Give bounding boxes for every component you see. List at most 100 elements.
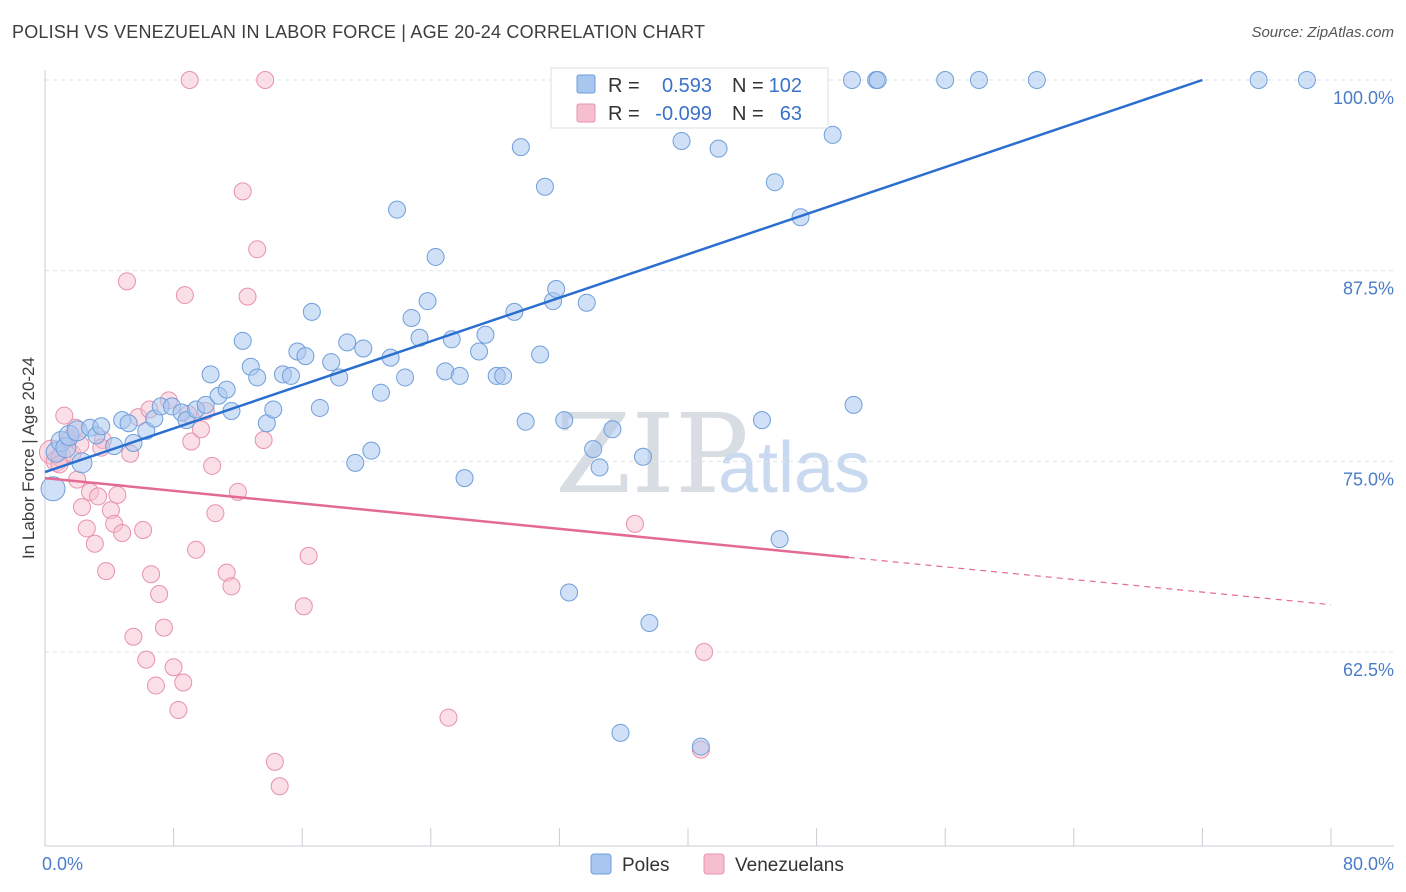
legend-ven-r-label: R = <box>608 103 640 125</box>
poles-point-63 <box>535 177 554 196</box>
poles-point-92 <box>823 125 842 144</box>
poles-point-43 <box>371 383 390 402</box>
poles-point-79 <box>672 132 691 151</box>
venezuelans-point-33 <box>182 432 201 451</box>
venezuelans-point-16 <box>108 485 127 504</box>
y-axis-label: In Labor Force | Age 20-24 <box>19 357 38 559</box>
poles-point-96 <box>868 71 887 89</box>
venezuelans-point-43 <box>238 287 257 306</box>
poles-point-0 <box>40 476 66 502</box>
poles-point-65 <box>547 279 566 298</box>
y-tick-label-3: 100.0% <box>1333 88 1394 108</box>
poles-point-58 <box>494 366 513 385</box>
x-tick-label-max: 80.0% <box>1343 854 1394 874</box>
source-label: Source: ZipAtlas.com <box>1251 24 1394 41</box>
venezuelans-point-53 <box>439 708 458 727</box>
poles-point-54 <box>455 469 474 488</box>
poles-point-100 <box>1249 71 1268 89</box>
poles-point-86 <box>752 411 771 430</box>
poles-point-22 <box>201 365 220 384</box>
poles-point-30 <box>264 400 283 419</box>
y-tick-label-0: 62.5% <box>1343 660 1394 680</box>
venezuelans-point-56 <box>695 643 714 661</box>
venezuelans-point-51 <box>175 286 194 305</box>
venezuelans-point-37 <box>203 456 222 475</box>
chart-title: POLISH VS VENEZUELAN IN LABOR FORCE | AG… <box>12 22 706 42</box>
venezuelans-point-26 <box>150 585 169 604</box>
poles-point-26 <box>233 331 252 350</box>
poles-point-72 <box>611 723 630 742</box>
venezuelans-point-25 <box>146 676 165 695</box>
venezuelans-point-29 <box>164 658 183 677</box>
watermark-atlas: atlas <box>718 428 870 508</box>
poles-point-39 <box>338 333 357 352</box>
poles-point-93 <box>842 71 861 89</box>
venezuelans-point-11 <box>89 487 108 506</box>
venezuelans-point-17 <box>113 524 132 543</box>
venezuelans-point-47 <box>265 752 284 771</box>
venezuelans-trend-line <box>44 476 849 559</box>
poles-point-34 <box>296 347 315 366</box>
poles-point-9 <box>92 417 111 436</box>
legend-ven-r-value: -0.099 <box>655 103 712 125</box>
legend-box: R = 0.593 N = 102 R = -0.099 N = 63 <box>550 67 829 129</box>
venezuelans-point-49 <box>294 597 313 616</box>
poles-point-37 <box>322 353 341 372</box>
trend-lines <box>44 78 1332 606</box>
poles-point-36 <box>310 398 329 417</box>
venezuelans-point-42 <box>233 182 252 201</box>
poles-point-66 <box>555 411 574 430</box>
poles-point-24 <box>217 380 236 399</box>
poles-point-94 <box>844 395 863 414</box>
poles-point-69 <box>584 440 603 459</box>
poles-point-28 <box>248 368 267 387</box>
poles-point-75 <box>633 447 652 466</box>
venezuelans-point-24 <box>142 565 161 584</box>
venezuelans-point-20 <box>124 627 143 646</box>
poles-trend-line <box>44 78 1203 474</box>
bottom-legend: Poles Venezuelans <box>590 853 844 876</box>
venezuelans-point-18 <box>117 272 136 291</box>
bottom-legend-poles: Poles <box>622 855 670 876</box>
venezuelans-point-10 <box>85 534 104 553</box>
poles-point-47 <box>402 308 421 327</box>
poles-point-21 <box>196 395 215 414</box>
venezuelans-point-30 <box>169 700 188 719</box>
poles-point-70 <box>590 458 609 477</box>
poles-point-53 <box>450 366 469 385</box>
legend-swatch-venezuelans <box>576 103 596 123</box>
bottom-legend-swatch-poles <box>590 853 612 875</box>
legend-ven-n-value: 63 <box>780 103 802 125</box>
poles-point-45 <box>388 200 407 219</box>
venezuelans-point-3 <box>55 406 74 425</box>
venezuelans-point-13 <box>97 562 116 581</box>
venezuelans-point-48 <box>270 777 289 796</box>
poles-point-67 <box>560 583 579 602</box>
x-tick-label-min: 0.0% <box>42 854 83 874</box>
venezuelans-point-8 <box>77 519 96 538</box>
legend-poles-r-label: R = <box>608 75 640 97</box>
poles-point-81 <box>691 737 710 756</box>
poles-point-101 <box>1297 71 1316 89</box>
venezuelans-point-46 <box>256 71 275 89</box>
poles-point-12 <box>119 414 138 433</box>
poles-point-41 <box>354 339 373 358</box>
poles-point-97 <box>936 71 955 89</box>
poles-point-61 <box>516 412 535 431</box>
venezuelans-point-38 <box>206 504 225 523</box>
venezuelans-point-54 <box>625 514 644 533</box>
venezuelans-point-52 <box>180 71 199 89</box>
poles-point-88 <box>770 530 789 549</box>
poles-point-46 <box>396 368 415 387</box>
poles-point-76 <box>640 614 659 633</box>
legend-ven-n-label: N = <box>732 103 764 125</box>
poles-point-68 <box>577 293 596 312</box>
poles-point-42 <box>362 441 381 460</box>
venezuelans-point-45 <box>254 430 273 449</box>
venezuelans-point-22 <box>134 520 153 539</box>
venezuelans-point-44 <box>248 240 267 259</box>
poles-point-35 <box>302 302 321 321</box>
bottom-legend-swatch-venezuelans <box>703 853 725 875</box>
y-tick-label-2: 87.5% <box>1343 279 1394 299</box>
